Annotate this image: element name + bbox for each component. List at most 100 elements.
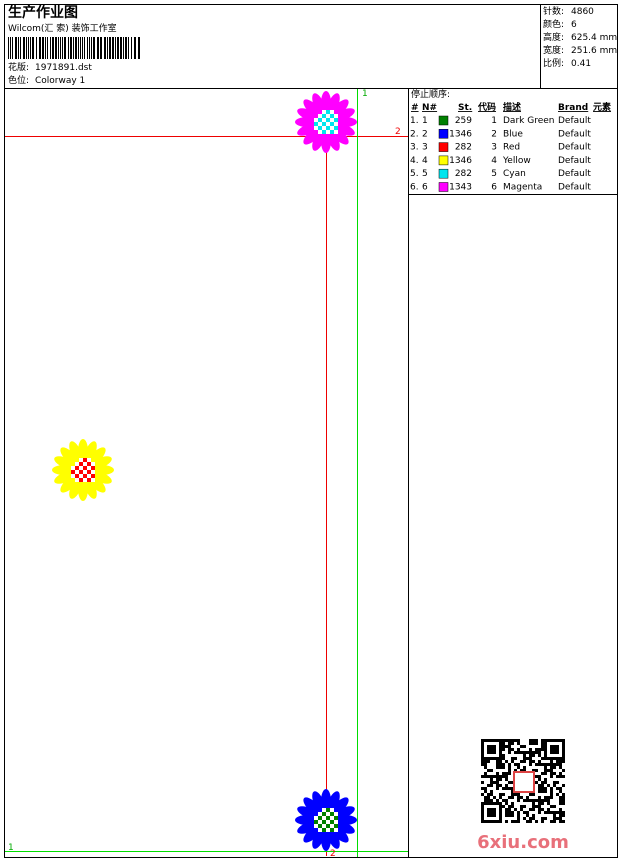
bar — [39, 37, 41, 59]
qr-cell — [559, 811, 562, 814]
qr-cell — [529, 760, 532, 763]
bar — [18, 37, 19, 59]
qr-cell — [511, 790, 514, 793]
bar — [73, 37, 74, 59]
bar — [75, 37, 77, 59]
qr-cell — [553, 763, 556, 766]
center-cell — [83, 470, 87, 474]
qr-cell — [544, 772, 547, 775]
qr-cell — [490, 790, 493, 793]
bar — [89, 37, 90, 59]
qr-cell — [538, 784, 541, 787]
center-cell — [91, 466, 95, 470]
qr-cell — [499, 796, 502, 799]
qr-cell — [481, 760, 484, 763]
qr-cell — [517, 817, 520, 820]
center-cell — [83, 478, 87, 482]
qr-cell — [538, 790, 541, 793]
info-value: 251.6 mm — [571, 46, 617, 56]
qr-cell — [481, 775, 484, 778]
color-swatch — [438, 182, 449, 192]
qr-cell — [517, 820, 520, 823]
bar — [30, 37, 31, 59]
qr-cell — [553, 814, 556, 817]
qr-cell — [484, 766, 487, 769]
qr-cell — [538, 808, 541, 811]
qr-cell — [562, 775, 565, 778]
row-description: Cyan — [503, 169, 526, 179]
qr-cell — [553, 817, 556, 820]
qr-cell — [535, 739, 538, 742]
center-cell — [330, 130, 334, 134]
qr-cell — [559, 760, 562, 763]
qr-cell — [538, 796, 541, 799]
center-cell — [314, 118, 318, 122]
center-cell — [71, 466, 75, 470]
qr-cell — [532, 754, 535, 757]
qr-cell — [523, 757, 526, 760]
qr-cell — [562, 799, 565, 802]
qr-cell — [511, 793, 514, 796]
qr-cell — [550, 811, 553, 814]
qr-cell — [544, 796, 547, 799]
qr-cell — [499, 793, 502, 796]
qr-cell — [541, 763, 544, 766]
center-cell — [326, 122, 330, 126]
center-cell — [322, 824, 326, 828]
qr-cell — [532, 808, 535, 811]
center-cell — [334, 114, 338, 118]
bar — [97, 37, 99, 59]
qr-cell — [523, 766, 526, 769]
qr-cell — [556, 781, 559, 784]
qr-cell — [562, 802, 565, 805]
qr-cell — [547, 796, 550, 799]
qr-cell — [553, 820, 556, 823]
info-value: 625.4 mm — [571, 33, 617, 43]
bar — [26, 37, 27, 59]
qr-cell — [559, 772, 562, 775]
qr-cell — [541, 745, 544, 748]
qr-cell — [490, 769, 493, 772]
qr-cell — [556, 760, 559, 763]
qr-cell — [484, 760, 487, 763]
info-label: 宽度: — [543, 44, 564, 56]
qr-cell — [499, 775, 502, 778]
qr-cell — [508, 742, 511, 745]
center-cell — [83, 474, 87, 478]
qr-cell — [529, 739, 532, 742]
qr-cell — [550, 772, 553, 775]
qr-cell — [544, 799, 547, 802]
center-cell — [330, 808, 334, 812]
qr-cell — [511, 805, 514, 808]
center-cell — [330, 126, 334, 130]
row-stitches: 282 — [455, 169, 472, 179]
qr-cell — [541, 790, 544, 793]
qr-cell — [559, 775, 562, 778]
qr-cell — [532, 817, 535, 820]
center-cell — [330, 118, 334, 122]
qr-cell — [550, 820, 553, 823]
qr-cell — [547, 769, 550, 772]
qr-cell — [523, 817, 526, 820]
qr-cell — [484, 763, 487, 766]
qr-cell — [535, 781, 538, 784]
qr-cell — [484, 790, 487, 793]
bar — [120, 37, 122, 59]
info-label: 针数: — [543, 5, 564, 17]
center-cell — [322, 130, 326, 134]
center-cell — [318, 122, 322, 126]
qr-cell — [535, 751, 538, 754]
column-header: 代码 — [477, 101, 496, 113]
qr-cell — [559, 787, 562, 790]
row-code: 3 — [491, 143, 497, 153]
guide-label: 2 — [395, 127, 401, 137]
row-index: 6. — [410, 183, 419, 193]
qr-cell — [544, 811, 547, 814]
qr-cell — [544, 778, 547, 781]
qr-cell — [562, 769, 565, 772]
color-swatch — [438, 168, 449, 179]
row-stitches: 1346 — [449, 129, 472, 139]
column-header: 元素 — [593, 101, 611, 113]
bar — [15, 37, 17, 59]
qr-cell — [529, 748, 532, 751]
